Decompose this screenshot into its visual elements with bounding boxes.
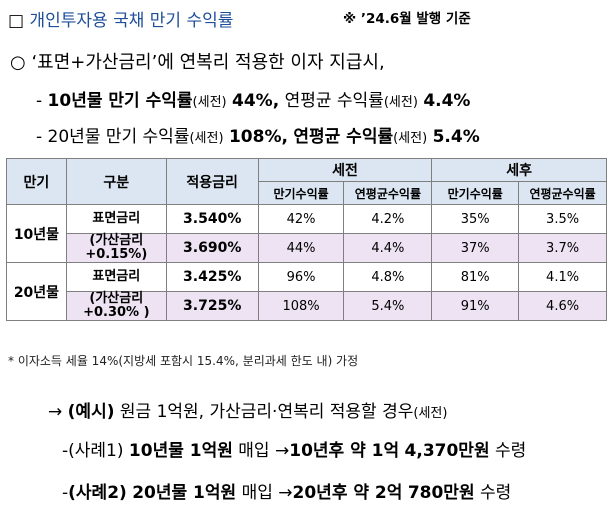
pretax-tag: (세전)	[393, 131, 428, 146]
case-label: (사례1)	[68, 441, 124, 461]
summary-text: ‘표면+가산금리’에 연복리 적용한 이자 지급시,	[31, 52, 385, 73]
case-receive: 수령	[495, 441, 527, 461]
table-row: (가산금리 +0.30% ) 3.725% 108% 5.4% 91% 4.6%	[7, 291, 607, 321]
case-line-2: -(사례2) 20년물 1억원 매입 →20년후 약 2억 780만원 수령	[62, 478, 511, 503]
header-pretax: 세전	[257, 158, 433, 182]
dash: -	[36, 127, 43, 147]
category-cell: (가산금리 +0.15%)	[65, 233, 167, 263]
value-cell: 3.7%	[518, 233, 607, 263]
example-line: → (예시) 원금 1억원, 가산금리·연복리 적용할 경우(세전)	[48, 397, 447, 422]
summary-line-10y: - 10년물 만기 수익률(세전) 44%, 연평균 수익률(세전) 4.4%	[36, 86, 470, 111]
table-subheader-row: 만기수익률 연평균수익률 만기수익률 연평균수익률	[7, 181, 607, 205]
tax-footnote: * 이자소득 세율 14%(지방세 포함시 15.4%, 분리과세 한도 내) …	[8, 354, 359, 368]
case-label: (사례2)	[68, 483, 127, 503]
circle-bullet-icon: ○	[10, 52, 26, 73]
dash: -	[62, 483, 69, 503]
right-arrow-icon: →	[274, 441, 290, 461]
rate-cell: 3.690%	[165, 233, 259, 263]
header-rate: 적용금리	[165, 158, 259, 205]
pretax-tag: (세전)	[192, 95, 227, 110]
yield-table: 만기 구분 적용금리 세전 세후 만기수익률 연평균수익률 만기수익률 연평균수…	[6, 158, 607, 321]
maturity-label: 10년물 만기 수익률	[47, 91, 193, 111]
rate-cell: 3.425%	[165, 262, 259, 292]
header-aftertax: 세후	[431, 158, 607, 182]
category-label: (가산금리	[89, 291, 144, 306]
case-amount: 4,370만원	[404, 441, 490, 461]
case-line-1: -(사례1) 10년물 1억원 매입 →10년후 약 1억 4,370만원 수령	[62, 436, 526, 461]
subheader-annual-yield: 연평균수익률	[343, 181, 433, 205]
rate-cell: 3.540%	[165, 204, 259, 234]
category-cell: 표면금리	[65, 262, 167, 292]
table-row: (가산금리 +0.15%) 3.690% 44% 4.4% 37% 3.7%	[7, 233, 607, 263]
annual-yield: 5.4%	[432, 127, 480, 147]
category-cell: 표면금리	[65, 204, 167, 234]
title-text: 개인투자용 국채 만기 수익률	[29, 11, 234, 31]
case-buy: 매입	[238, 441, 270, 461]
value-cell: 5.4%	[343, 291, 433, 321]
dash: -	[62, 441, 69, 461]
maturity-cell: 10년물	[6, 204, 67, 263]
category-label: (가산금리	[89, 233, 144, 248]
annual-label: 연평균 수익률	[284, 91, 384, 111]
value-cell: 4.1%	[518, 262, 607, 292]
table-row: 10년물 표면금리 3.540% 42% 4.2% 35% 3.5%	[6, 204, 607, 263]
table-header-row: 만기 구분 적용금리 세전 세후	[6, 158, 607, 205]
subheader-maturity-yield: 만기수익률	[431, 181, 520, 205]
maturity-label: 20년물 만기 수익률	[47, 127, 190, 147]
example-label: (예시)	[67, 402, 115, 422]
value-cell: 108%	[257, 291, 345, 321]
checkbox-square-icon: □	[8, 11, 25, 31]
table-row: 20년물 표면금리 3.425% 96% 4.8% 81% 4.1%	[6, 262, 607, 321]
case-receive: 수령	[480, 483, 512, 503]
category-sublabel: +0.15%)	[85, 247, 148, 262]
category-sublabel: +0.30% )	[83, 305, 150, 320]
value-cell: 4.4%	[343, 233, 433, 263]
example-text: 원금 1억원, 가산금리·연복리 적용할 경우	[119, 402, 414, 422]
pretax-tag: (세전)	[413, 406, 448, 421]
value-cell: 42%	[257, 204, 345, 234]
maturity-yield: 108%,	[228, 127, 288, 147]
value-cell: 3.5%	[518, 204, 607, 234]
category-cell: (가산금리 +0.30% )	[65, 291, 167, 321]
annual-label: 연평균 수익률	[293, 127, 394, 147]
header-maturity: 만기	[6, 158, 67, 205]
case-amount: 780만원	[407, 483, 475, 503]
maturity-yield: 44%,	[232, 91, 280, 111]
section-title: □ 개인투자용 국채 만기 수익률 ※ ’24.6월 발행 기준	[8, 6, 471, 31]
pretax-tag: (세전)	[189, 131, 224, 146]
category-label: 표면금리	[92, 269, 141, 284]
case-result: 10년후 약 1억	[289, 441, 400, 461]
issue-note: ※ ’24.6월 발행 기준	[343, 11, 471, 27]
header-category: 구분	[65, 158, 167, 205]
value-cell: 91%	[431, 291, 520, 321]
right-arrow-icon: →	[48, 402, 63, 422]
category-label: 표면금리	[92, 211, 141, 226]
value-cell: 44%	[257, 233, 345, 263]
value-cell: 37%	[431, 233, 520, 263]
pretax-tag: (세전)	[383, 95, 418, 110]
value-cell: 4.2%	[343, 204, 433, 234]
value-cell: 96%	[257, 262, 345, 292]
summary-line-20y: - 20년물 만기 수익률(세전) 108%, 연평균 수익률(세전) 5.4%	[36, 122, 480, 147]
rate-cell: 3.725%	[165, 291, 259, 321]
maturity-cell: 20년물	[6, 262, 67, 321]
value-cell: 81%	[431, 262, 520, 292]
right-arrow-icon: →	[278, 483, 293, 503]
case-purchase: 10년물 1억원	[128, 441, 233, 461]
value-cell: 35%	[431, 204, 520, 234]
summary-line-1: ○ ‘표면+가산금리’에 연복리 적용한 이자 지급시,	[10, 48, 385, 74]
value-cell: 4.8%	[343, 262, 433, 292]
dash: -	[36, 91, 43, 111]
case-result: 20년후 약 2억	[292, 483, 403, 503]
value-cell: 4.6%	[518, 291, 607, 321]
subheader-annual-yield: 연평균수익률	[518, 181, 607, 205]
annual-yield: 4.4%	[423, 91, 471, 111]
subheader-maturity-yield: 만기수익률	[257, 181, 345, 205]
case-buy: 매입	[241, 483, 273, 503]
case-purchase: 20년물 1억원	[132, 483, 237, 503]
